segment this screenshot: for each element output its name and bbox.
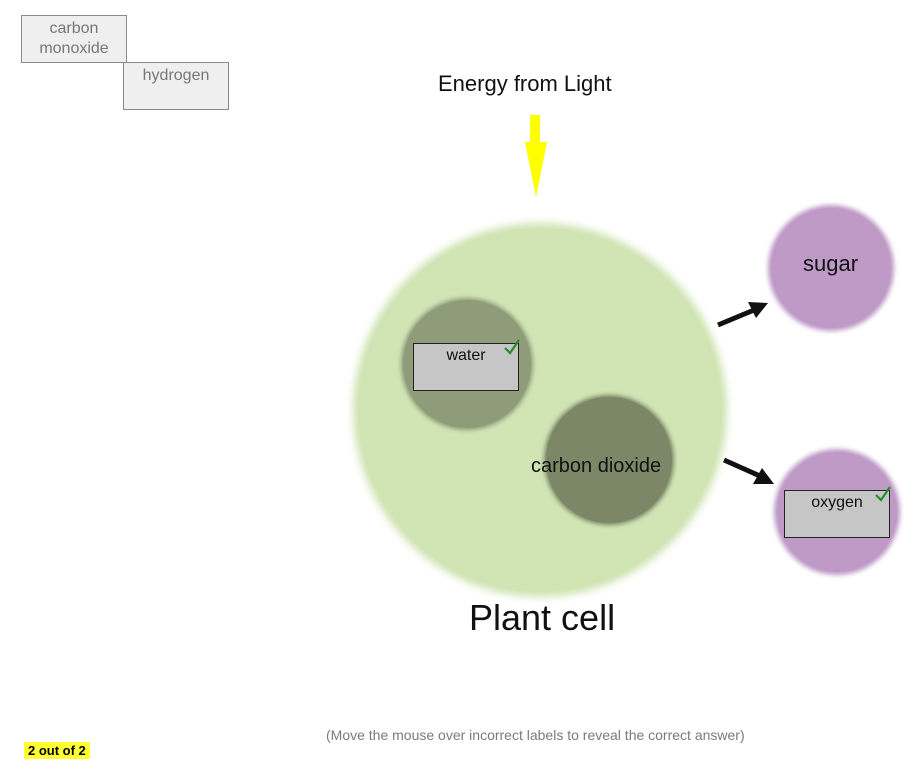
energy-label: Energy from Light bbox=[438, 71, 612, 96]
sugar-product bbox=[771, 208, 891, 328]
arrow-to-sugar-icon bbox=[717, 302, 768, 328]
checkmark-icon bbox=[875, 486, 891, 502]
carbon-dioxide-label: carbon dioxide bbox=[531, 455, 662, 477]
placed-label-oxygen[interactable]: oxygen bbox=[784, 486, 891, 538]
label-carbon-monoxide-line2: monoxide bbox=[39, 40, 109, 57]
arrow-to-oxygen-icon bbox=[722, 457, 774, 484]
checkmark-icon bbox=[504, 339, 520, 355]
label-hydrogen-text: hydrogen bbox=[142, 67, 210, 84]
placed-label-oxygen-text: oxygen bbox=[811, 494, 863, 511]
plant-cell bbox=[358, 228, 722, 592]
label-hydrogen[interactable]: hydrogen bbox=[123, 62, 229, 110]
label-carbon-monoxide[interactable]: carbon monoxide bbox=[21, 15, 127, 63]
plant-cell-label: Plant cell bbox=[469, 597, 616, 638]
placed-label-water-text: water bbox=[446, 347, 486, 364]
hint-text: (Move the mouse over incorrect labels to… bbox=[326, 727, 745, 743]
carbon-dioxide-compartment bbox=[546, 397, 672, 523]
light-arrow-icon bbox=[525, 115, 547, 197]
score-badge: 2 out of 2 bbox=[24, 742, 90, 759]
placed-label-water[interactable]: water bbox=[413, 339, 520, 391]
label-carbon-monoxide-line1: carbon bbox=[49, 20, 99, 37]
sugar-label: sugar bbox=[803, 251, 859, 276]
